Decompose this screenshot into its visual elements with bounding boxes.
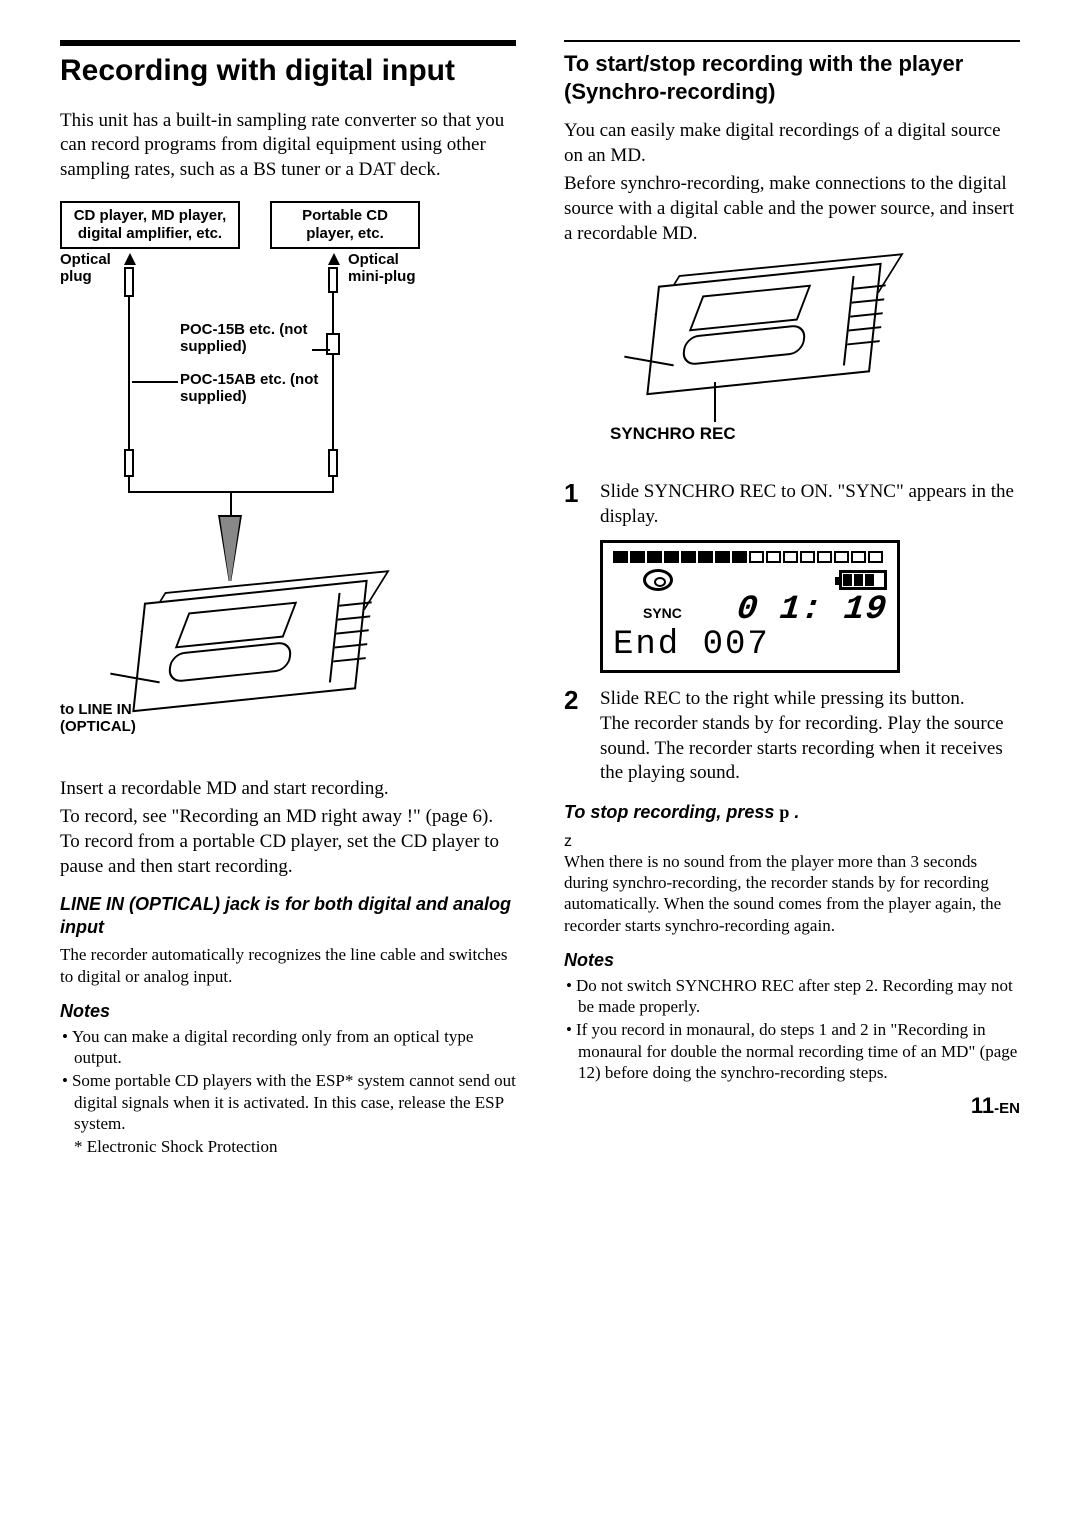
left-para-record: To record, see "Recording an MD right aw… <box>60 805 516 879</box>
note-item: Some portable CD players with the ESP* s… <box>60 1070 516 1134</box>
section-rule-right <box>564 40 1020 42</box>
connector-icon <box>326 333 340 355</box>
right-intro-2: Before synchro-recording, make connectio… <box>564 172 1020 246</box>
lcd-time: 0 1: 19 <box>735 593 888 627</box>
plug-icon <box>328 449 338 477</box>
page-number-suffix: -EN <box>994 1100 1020 1117</box>
left-notes-heading: Notes <box>60 1001 516 1022</box>
diagram-box-source-left: CD player, MD player, digital amplifier,… <box>60 201 240 249</box>
optical-plug-icon <box>124 267 134 297</box>
step-1-text: Slide SYNCHRO REC to ON. "SYNC" appears … <box>600 480 1020 529</box>
right-intro-1: You can easily make digital recordings o… <box>564 119 1020 168</box>
lcd-display: SYNC 0 1: 19 End 007 <box>600 540 900 673</box>
lcd-sync-label: SYNC <box>643 605 682 621</box>
pointer-line <box>132 381 178 383</box>
battery-icon <box>839 570 887 590</box>
connection-diagram: CD player, MD player, digital amplifier,… <box>60 201 516 761</box>
lcd-text-line: End 007 <box>613 627 887 664</box>
left-footnote: * Electronic Shock Protection <box>60 1136 516 1157</box>
cable-line <box>332 293 334 333</box>
stop-recording-line: To stop recording, press p . <box>564 802 1020 823</box>
step-number: 2 <box>564 687 586 786</box>
page-number-value: 11 <box>971 1093 994 1118</box>
stop-suffix: . <box>789 802 799 822</box>
md-recorder-illustration <box>644 264 884 394</box>
note-item: Do not switch SYNCHRO REC after step 2. … <box>564 975 1020 1018</box>
brace-line <box>128 477 130 491</box>
diagram-box-source-right: Portable CD player, etc. <box>270 201 420 249</box>
section-rule-left <box>60 40 516 46</box>
lcd-time-value: 1: 19 <box>778 591 889 629</box>
note-item: If you record in monaural, do steps 1 an… <box>564 1019 1020 1083</box>
left-sub1-title: LINE IN (OPTICAL) jack is for both digit… <box>60 893 516 938</box>
label-optical-miniplug: Optical mini-plug <box>348 251 420 286</box>
lcd-level-meter <box>613 551 887 563</box>
brace-line <box>332 477 334 491</box>
disc-icon <box>643 569 673 591</box>
step-number: 1 <box>564 480 586 529</box>
label-optical-plug: Optical plug <box>60 251 118 286</box>
right-notes-list: Do not switch SYNCHRO REC after step 2. … <box>564 975 1020 1083</box>
lcd-time-prefix: 0 <box>735 591 760 629</box>
label-poc-15ab: POC-15AB etc. (not supplied) <box>180 371 330 406</box>
arrow-down-icon <box>220 517 240 587</box>
note-item: You can make a digital recording only fr… <box>60 1026 516 1069</box>
callout-line <box>714 382 716 422</box>
label-synchro-rec: SYNCHRO REC <box>610 424 736 444</box>
page-number: 11-EN <box>564 1093 1020 1119</box>
synchro-device-diagram: SYNCHRO REC <box>564 264 1020 464</box>
label-to-line-in: to LINE IN (OPTICAL) <box>60 701 160 736</box>
cable-line <box>128 297 130 467</box>
left-title: Recording with digital input <box>60 54 516 89</box>
left-para-insert: Insert a recordable MD and start recordi… <box>60 777 516 802</box>
tip-glyph: z <box>564 833 1020 851</box>
right-title: To start/stop recording with the player … <box>564 50 1020 105</box>
stop-glyph: p <box>779 802 789 822</box>
right-notes-heading: Notes <box>564 950 1020 971</box>
label-poc-15b: POC-15B etc. (not supplied) <box>180 321 320 356</box>
left-notes-list: You can make a digital recording only fr… <box>60 1026 516 1134</box>
tip-body: When there is no sound from the player m… <box>564 851 1020 936</box>
pointer-line <box>312 349 330 351</box>
left-intro: This unit has a built-in sampling rate c… <box>60 109 516 183</box>
arrow-icon <box>328 253 340 265</box>
plug-icon <box>124 449 134 477</box>
left-sub1-body: The recorder automatically recognizes th… <box>60 944 516 987</box>
step-2: 2 Slide REC to the right while pressing … <box>564 687 1020 786</box>
stop-prefix: To stop recording, press <box>564 802 779 822</box>
arrow-icon <box>124 253 136 265</box>
step-2-text: Slide REC to the right while pressing it… <box>600 687 1020 786</box>
md-recorder-illustration <box>130 581 370 711</box>
step-1: 1 Slide SYNCHRO REC to ON. "SYNC" appear… <box>564 480 1020 529</box>
optical-miniplug-icon <box>328 267 338 293</box>
